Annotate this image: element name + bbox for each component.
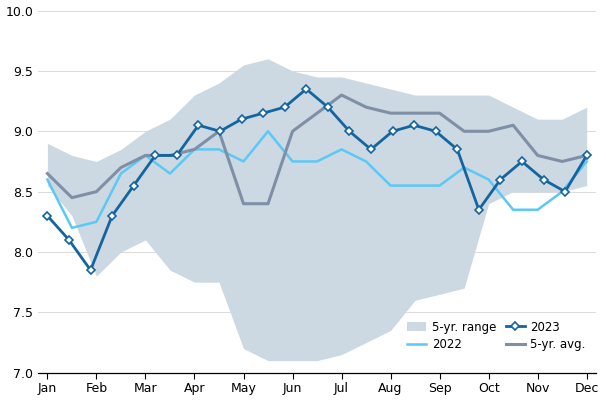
Legend: 5-yr. range, 2022, 2023, 5-yr. avg.: 5-yr. range, 2022, 2023, 5-yr. avg. [402, 316, 591, 356]
